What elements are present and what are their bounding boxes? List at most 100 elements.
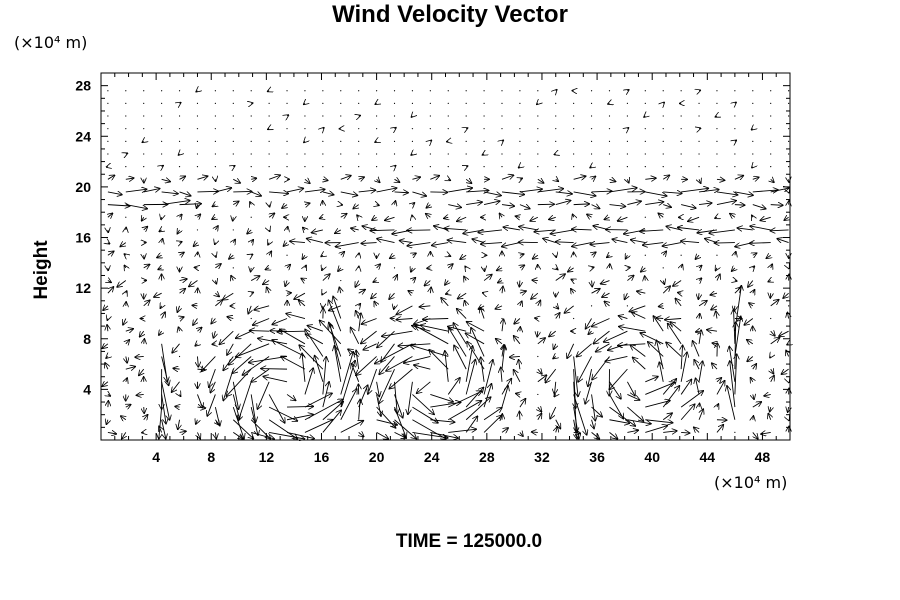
wind-vector <box>573 176 586 179</box>
wind-vector <box>466 166 468 167</box>
wind-vector <box>624 293 627 300</box>
wind-vector <box>456 217 467 221</box>
wind-vector <box>710 293 718 295</box>
wind-vector <box>735 102 736 103</box>
wind-vector <box>353 205 359 209</box>
wind-vector <box>555 242 574 243</box>
vector-dot <box>411 166 414 168</box>
wind-vector <box>483 408 502 421</box>
vector-dot <box>608 140 611 142</box>
wind-vector <box>233 179 240 183</box>
wind-vector <box>627 430 638 432</box>
wind-vector <box>123 318 126 326</box>
wind-vector <box>286 188 304 192</box>
wind-vector <box>124 265 126 268</box>
wind-vector <box>328 305 341 311</box>
wind-vector <box>269 205 270 208</box>
vector-dot <box>519 90 521 92</box>
wind-vector <box>412 177 420 179</box>
wind-vector <box>692 341 700 357</box>
wind-vector <box>663 205 671 208</box>
wind-vector <box>235 343 270 357</box>
wind-vector <box>464 276 466 280</box>
wind-vector <box>268 394 285 423</box>
vector-dot <box>770 128 772 130</box>
wind-vector <box>699 409 703 420</box>
wind-vector <box>189 280 198 287</box>
vector-dot <box>178 166 181 168</box>
wind-vector <box>179 279 188 281</box>
wind-vector <box>412 277 415 280</box>
wind-vector <box>379 368 395 404</box>
wind-vector <box>414 365 431 370</box>
vector-dot <box>626 115 628 117</box>
wind-vector <box>430 287 431 294</box>
wind-vector <box>415 326 449 345</box>
vector-dot <box>698 153 700 155</box>
vector-dot <box>250 140 252 142</box>
vector-dot <box>680 166 682 168</box>
vector-dot <box>143 102 145 104</box>
wind-vector <box>322 410 341 433</box>
wind-vector <box>159 426 162 433</box>
vector-dot <box>770 140 772 142</box>
wind-vector <box>549 217 556 219</box>
wind-vector <box>359 313 361 332</box>
wind-vector <box>556 313 560 319</box>
wind-vector <box>356 356 377 375</box>
wind-vector <box>305 265 306 268</box>
wind-vector <box>304 399 343 421</box>
wind-vector <box>125 329 134 331</box>
wind-vector <box>178 327 179 331</box>
wind-vector <box>377 205 380 206</box>
vector-dot <box>376 90 378 92</box>
wind-vector <box>248 305 251 314</box>
wind-vector <box>162 312 166 319</box>
wind-vector <box>572 242 592 247</box>
wind-vector <box>175 406 180 407</box>
wind-vector <box>250 394 255 422</box>
vector-dot <box>232 128 234 130</box>
wind-vector <box>699 265 702 268</box>
wind-vector <box>373 281 377 283</box>
vector-dot <box>178 140 181 142</box>
wind-vector <box>727 386 736 420</box>
wind-vector <box>648 342 664 357</box>
wind-vector <box>602 293 610 297</box>
wind-vector <box>322 401 344 421</box>
vector-dot <box>788 90 790 92</box>
wind-vector <box>788 407 789 412</box>
wind-vector <box>571 289 574 294</box>
wind-vector <box>730 213 735 217</box>
wind-vector <box>362 226 377 231</box>
wind-vector <box>550 229 574 234</box>
wind-vector <box>448 401 481 421</box>
wind-vector <box>578 356 592 382</box>
vector-dot <box>573 128 575 130</box>
wind-vector <box>501 242 521 247</box>
wind-vector <box>472 239 485 243</box>
wind-vector <box>515 216 520 217</box>
wind-vector <box>699 313 700 318</box>
wind-vector <box>356 310 359 319</box>
wind-vector <box>179 176 186 179</box>
wind-vector <box>556 427 558 433</box>
wind-vector <box>645 376 658 383</box>
wind-vector <box>518 167 520 168</box>
wind-vector <box>233 201 239 204</box>
wind-vector <box>251 368 270 382</box>
vector-dot <box>232 153 234 155</box>
wind-vector <box>215 188 231 193</box>
wind-vector <box>573 191 596 196</box>
wind-vector <box>677 227 700 230</box>
wind-vector <box>591 318 610 327</box>
wind-vector <box>180 252 185 255</box>
wind-vector <box>465 416 478 433</box>
wind-vector <box>448 327 467 357</box>
wind-vector <box>447 378 460 395</box>
wind-vector <box>162 165 164 166</box>
wind-vector <box>377 239 395 244</box>
wind-vector <box>712 363 717 370</box>
wind-vector <box>120 243 126 247</box>
wind-vector <box>269 213 275 217</box>
